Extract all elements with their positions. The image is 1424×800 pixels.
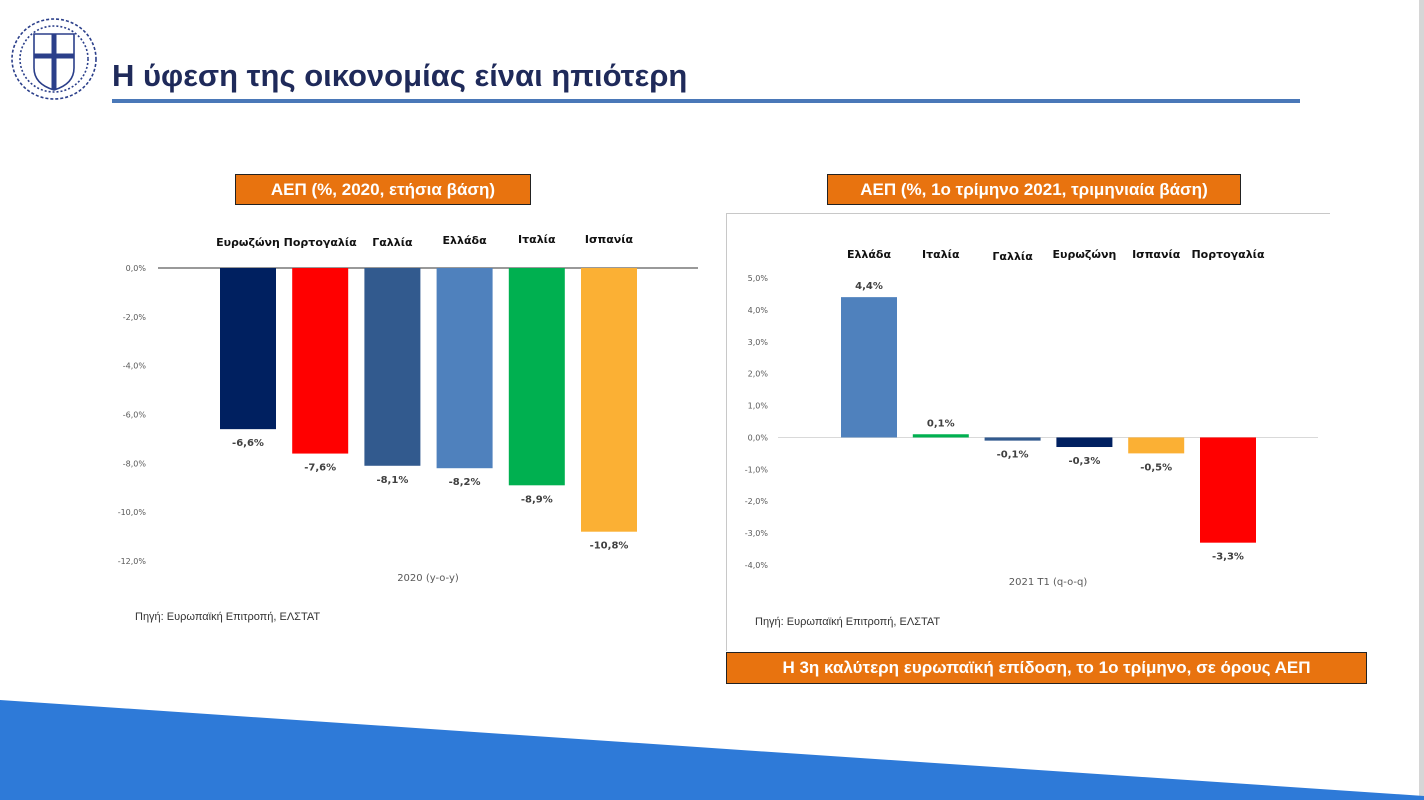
right-chart-frame — [726, 213, 1330, 651]
bar — [912, 434, 969, 438]
category-label: Πορτογαλία — [284, 236, 358, 249]
left-chart-heading: ΑΕΠ (%, 2020, ετήσια βάση) — [235, 174, 531, 205]
data-label: 4,4% — [855, 281, 883, 292]
bar — [841, 297, 897, 438]
coat-of-arms-icon — [11, 18, 97, 100]
category-label: Ευρωζώνη — [1053, 248, 1117, 261]
category-label: Πορτογαλία — [1191, 248, 1265, 261]
category-label: Ιταλία — [518, 233, 556, 246]
category-label: Ελλάδα — [847, 248, 892, 261]
y-tick-label: 5,0% — [748, 274, 769, 283]
y-tick-label: 3,0% — [748, 338, 769, 347]
y-tick-label: 0,0% — [126, 264, 147, 273]
bar — [364, 268, 421, 466]
y-tick-label: -2,0% — [745, 497, 769, 506]
y-tick-label: -4,0% — [123, 362, 147, 371]
chart-gdp-2021q1: 5,0% 4,0% 3,0% 2,0% 1,0% 0,0% -1,0% -2,0% -3,0% -… — [745, 248, 1318, 588]
y-tick-label: -1,0% — [745, 465, 769, 474]
bar — [984, 437, 1041, 441]
bar — [436, 268, 493, 469]
data-label: -3,3% — [1212, 552, 1244, 563]
bottom-decorative-band — [0, 700, 1424, 800]
left-source-note: Πηγή: Ευρωπαϊκή Επιτροπή, ΕΛΣΤΑΤ — [135, 611, 321, 623]
y-tick-label: 1,0% — [748, 402, 769, 411]
y-tick-label: -12,0% — [118, 557, 147, 566]
bar — [508, 268, 565, 486]
data-label: -8,2% — [449, 477, 481, 488]
y-tick-label: 4,0% — [748, 306, 769, 315]
category-label: Ευρωζώνη — [216, 236, 280, 249]
category-label: Γαλλία — [372, 236, 413, 249]
y-tick-label: -2,0% — [123, 313, 147, 322]
y-tick-label: 0,0% — [748, 433, 769, 442]
bar — [1128, 437, 1185, 454]
y-tick-label: -8,0% — [123, 459, 147, 468]
right-source-note: Πηγή: Ευρωπαϊκή Επιτροπή, ΕΛΣΤΑΤ — [755, 616, 941, 628]
bottom-highlight-box: Η 3η καλύτερη ευρωπαϊκή επίδοση, το 1ο τ… — [726, 652, 1367, 684]
bar — [1200, 437, 1256, 543]
bar — [1056, 437, 1113, 448]
bar — [220, 268, 276, 430]
category-label: Ιταλία — [922, 248, 960, 261]
y-tick-label: -3,0% — [745, 529, 769, 538]
data-label: -7,6% — [304, 463, 336, 474]
bar — [581, 268, 637, 532]
category-label: Ισπανία — [585, 233, 634, 246]
y-tick-label: -4,0% — [745, 561, 769, 570]
bar — [292, 268, 349, 454]
data-label: -10,8% — [590, 541, 629, 552]
data-label: -0,5% — [1140, 462, 1172, 473]
x-axis-title: 2020 (y-o-y) — [397, 573, 459, 584]
title-rule — [112, 99, 1300, 103]
x-axis-title: 2021 T1 (q-o-q) — [1009, 577, 1088, 588]
page-title: Η ύφεση της οικονομίας είναι ηπιότερη — [112, 58, 688, 93]
category-label: Γαλλία — [992, 250, 1033, 263]
category-label: Ελλάδα — [443, 234, 488, 247]
y-tick-label: -10,0% — [118, 508, 147, 517]
y-tick-label: -6,0% — [123, 411, 147, 420]
chart-gdp-2020: 0,0% -2,0% -4,0% -6,0% -8,0% -10,0% -12,0% -6,6… — [118, 233, 698, 584]
data-label: -0,3% — [1068, 456, 1100, 467]
data-label: -8,9% — [521, 494, 553, 505]
category-label: Ισπανία — [1132, 248, 1181, 261]
data-label: -0,1% — [997, 450, 1029, 461]
data-label: -6,6% — [232, 438, 264, 449]
y-tick-label: 2,0% — [748, 370, 769, 379]
right-chart-heading: ΑΕΠ (%, 1ο τρίμηνο 2021, τριμηνιαία βάση… — [827, 174, 1241, 205]
slide-right-edge — [1419, 0, 1424, 800]
data-label: -8,1% — [376, 475, 408, 486]
data-label: 0,1% — [927, 418, 955, 429]
